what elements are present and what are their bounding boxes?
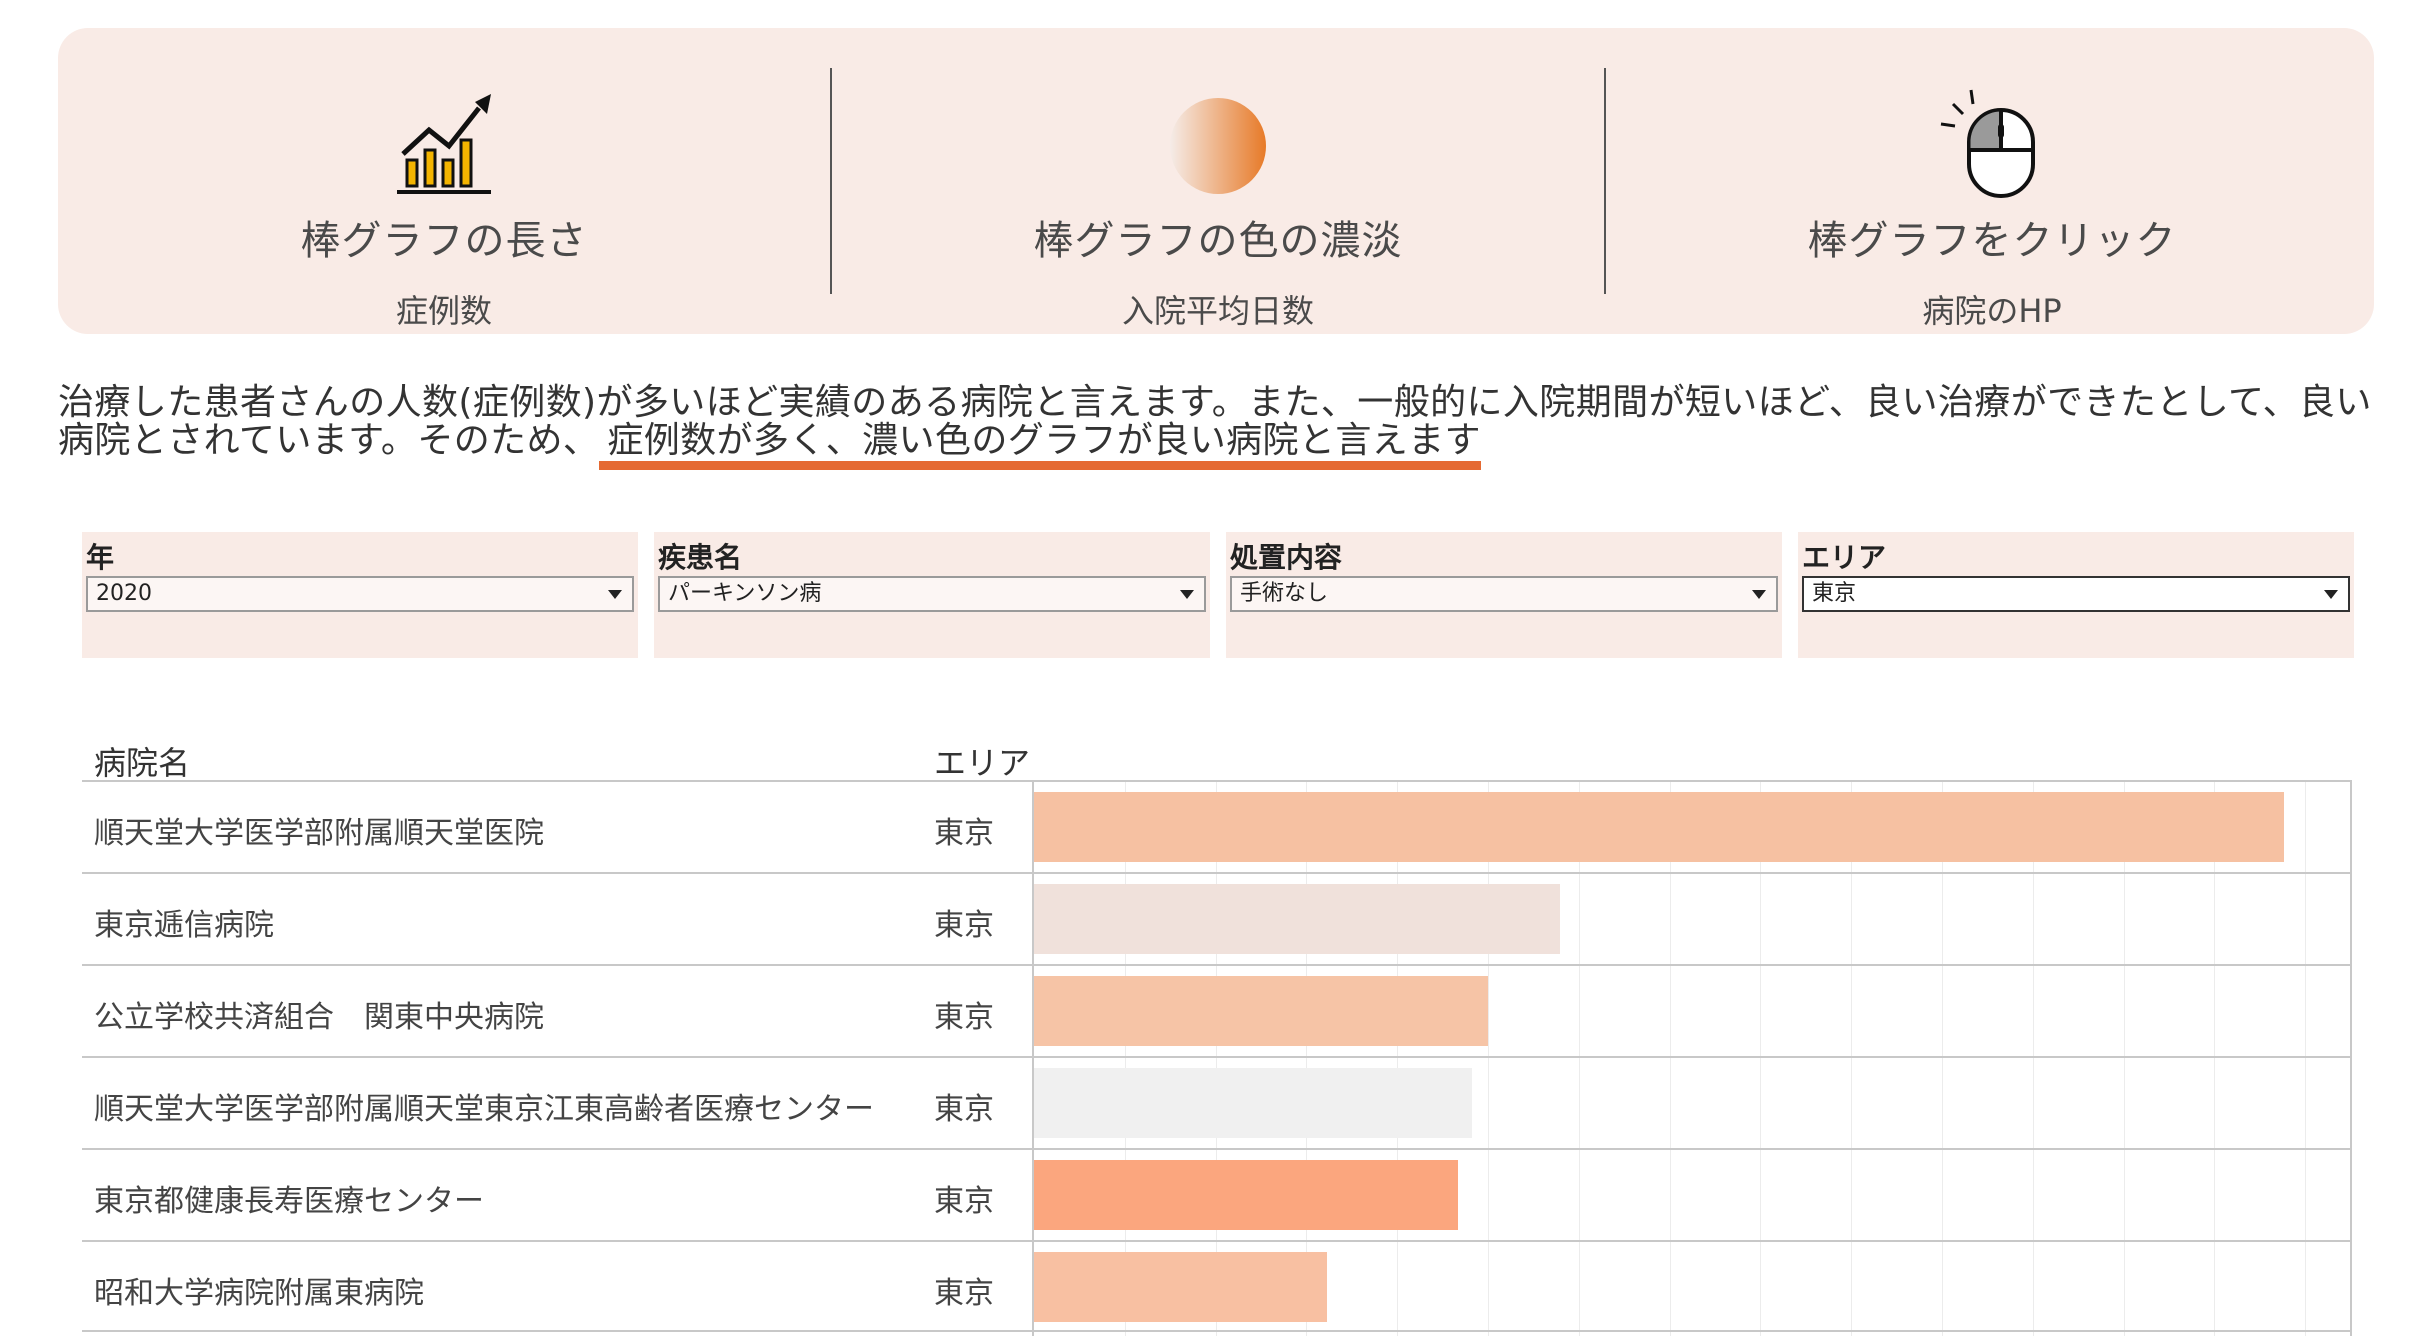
dropdown-arrow-icon[interactable] xyxy=(1752,590,1766,599)
column-header-hospital[interactable]: 病院名 xyxy=(94,744,191,782)
table-row: 昭和大学病院附属東病院 東京 xyxy=(82,1240,2352,1332)
area-name: 東京 xyxy=(934,1276,994,1311)
area-select[interactable]: 東京 xyxy=(1802,576,2350,612)
chart-gridline xyxy=(1670,780,1671,1336)
mouse-click-icon xyxy=(1927,66,2057,202)
legend-panel: 棒グラフの長さ 症例数 棒グラフの色の濃淡 入院平均日数 xyxy=(58,28,2374,334)
dropdown-arrow-icon[interactable] xyxy=(1180,590,1194,599)
legend-item-bar-color: 棒グラフの色の濃淡 入院平均日数 xyxy=(832,28,1604,334)
dropdown-arrow-icon[interactable] xyxy=(608,590,622,599)
table-row: 順天堂大学医学部附属順天堂医院 東京 xyxy=(82,780,2352,872)
select-value: 2020 xyxy=(96,581,152,606)
case-count-bar[interactable] xyxy=(1034,792,2284,862)
chart-gridline xyxy=(1306,780,1307,1336)
filter-label: 処置内容 xyxy=(1230,541,1343,574)
select-value: パーキンソン病 xyxy=(668,581,822,606)
filter-label: エリア xyxy=(1802,541,1887,574)
chart-gridline xyxy=(1579,780,1580,1336)
color-gradient-circle-icon xyxy=(1153,66,1283,202)
legend-divider xyxy=(1604,68,1606,294)
legend-title: 棒グラフをクリック xyxy=(1807,218,2177,264)
legend-item-bar-click: 棒グラフをクリック 病院のHP xyxy=(1606,28,2378,334)
legend-subtitle: 症例数 xyxy=(395,292,492,330)
filter-year: 年 2020 xyxy=(82,532,638,658)
bar-chart-area xyxy=(1032,780,2352,1336)
hospital-name: 東京都健康長寿医療センター xyxy=(94,1184,484,1219)
select-value: 手術なし xyxy=(1240,581,1329,606)
area-name: 東京 xyxy=(934,908,994,943)
legend-subtitle: 病院のHP xyxy=(1922,292,2062,330)
chart-gridline xyxy=(2214,780,2215,1336)
case-count-bar[interactable] xyxy=(1034,1160,1458,1230)
filter-label: 疾患名 xyxy=(658,541,743,574)
table-row: 順天堂大学医学部附属順天堂東京江東高齢者医療センター 東京 xyxy=(82,1056,2352,1148)
description-body: 治療した患者さんの人数(症例数)が多いほど実績のある病院と言えます。また、一般的… xyxy=(58,382,2372,461)
chart-gridline xyxy=(1488,780,1489,1336)
chart-gridline xyxy=(1760,780,1761,1336)
chart-gridline xyxy=(2124,780,2125,1336)
hospital-table: 順天堂大学医学部附属順天堂医院 東京 東京逓信病院 東京 公立学校共済組合 関東… xyxy=(82,780,2352,1336)
case-count-bar[interactable] xyxy=(1034,976,1488,1046)
chart-gridline xyxy=(2305,780,2306,1336)
filter-label: 年 xyxy=(86,541,115,574)
case-count-bar[interactable] xyxy=(1034,1068,1472,1138)
chart-gridline xyxy=(1216,780,1217,1336)
filter-treatment: 処置内容 手術なし xyxy=(1226,532,1782,658)
legend-item-bar-length: 棒グラフの長さ 症例数 xyxy=(58,28,830,334)
description-highlight: 症例数が多く、濃い色のグラフが良い病院と言えます xyxy=(599,420,1481,470)
hospital-name: 昭和大学病院附属東病院 xyxy=(94,1276,424,1311)
hospital-name: 公立学校共済組合 関東中央病院 xyxy=(94,1000,544,1035)
column-header-area[interactable]: エリア xyxy=(934,744,1031,782)
area-name: 東京 xyxy=(934,816,994,851)
area-name: 東京 xyxy=(934,1184,994,1219)
filter-area: エリア 東京 xyxy=(1798,532,2354,658)
legend-subtitle: 入院平均日数 xyxy=(1121,292,1314,330)
chart-gridline xyxy=(1942,780,1943,1336)
filter-disease: 疾患名 パーキンソン病 xyxy=(654,532,1210,658)
dropdown-arrow-icon[interactable] xyxy=(2324,590,2338,599)
area-name: 東京 xyxy=(934,1092,994,1127)
legend-title: 棒グラフの長さ xyxy=(300,218,588,264)
chart-gridline xyxy=(1851,780,1852,1336)
chart-gridline xyxy=(1125,780,1126,1336)
area-name: 東京 xyxy=(934,1000,994,1035)
hospital-name: 順天堂大学医学部附属順天堂東京江東高齢者医療センター xyxy=(94,1092,874,1127)
table-row: 東京逓信病院 東京 xyxy=(82,872,2352,964)
chart-gridline xyxy=(2033,780,2034,1336)
table-row: 公立学校共済組合 関東中央病院 東京 xyxy=(82,964,2352,1056)
table-row: 東京都健康長寿医療センター 東京 xyxy=(82,1148,2352,1240)
description-text: 治療した患者さんの人数(症例数)が多いほど実績のある病院と言えます。また、一般的… xyxy=(58,382,2378,470)
disease-select[interactable]: パーキンソン病 xyxy=(658,576,1206,612)
year-select[interactable]: 2020 xyxy=(86,576,634,612)
legend-divider xyxy=(830,68,832,294)
legend-title: 棒グラフの色の濃淡 xyxy=(1033,218,1403,264)
treatment-select[interactable]: 手術なし xyxy=(1230,576,1778,612)
chart-gridline xyxy=(1397,780,1398,1336)
select-value: 東京 xyxy=(1812,581,1857,606)
case-count-bar[interactable] xyxy=(1034,884,1560,954)
bar-chart-growth-icon xyxy=(379,66,509,202)
hospital-name: 順天堂大学医学部附属順天堂医院 xyxy=(94,816,544,851)
case-count-bar[interactable] xyxy=(1034,1252,1327,1322)
hospital-name: 東京逓信病院 xyxy=(94,908,274,943)
